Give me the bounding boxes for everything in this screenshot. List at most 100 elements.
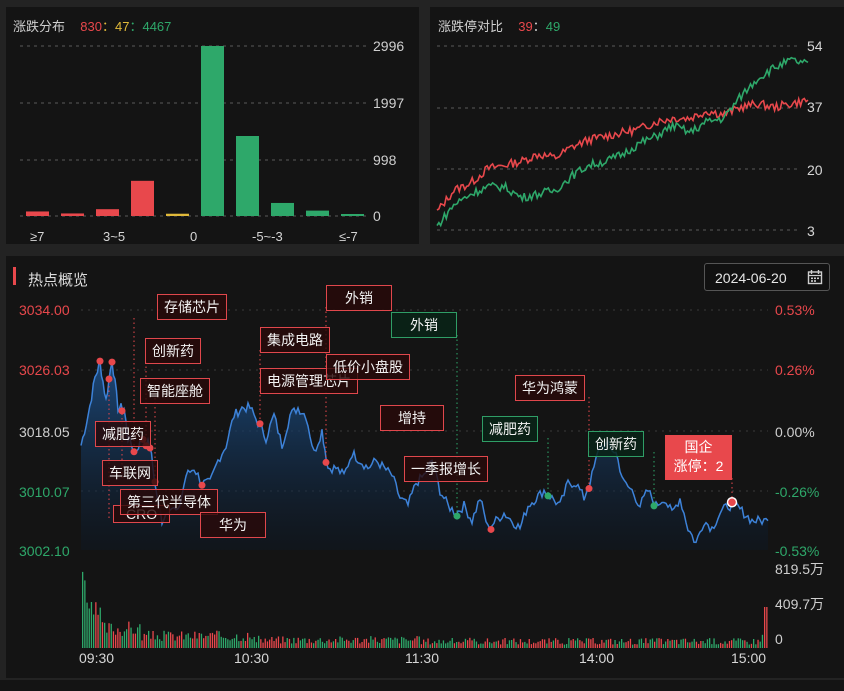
volume-bar [236,634,238,648]
date-picker[interactable]: 2024-06-20 [704,263,830,291]
volume-bar [698,643,700,648]
hotspot-tag[interactable]: 华为 [200,512,266,538]
hotspot-tag[interactable]: 外销 [326,285,392,311]
volume-bar [572,639,574,648]
hotspot-tag[interactable]: 集成电路 [260,327,330,353]
hotspot-tag[interactable]: 车联网 [102,460,158,486]
volume-bar [101,622,104,648]
dist-ytick: 998 [373,152,397,168]
volume-bar [654,641,656,648]
volume-bar [695,641,698,648]
volume-bar [511,640,513,648]
volume-bar [614,640,616,648]
volume-bar [205,635,207,648]
right-axis-label: 0.53% [775,302,815,318]
compare-ytick: 20 [807,162,823,178]
volume-bar [689,642,691,648]
right-axis-label: 0.00% [775,424,815,440]
volume-bar [187,633,189,648]
volume-bar [541,639,544,648]
volume-bar [625,642,627,648]
volume-bar [766,607,768,648]
volume-bar [291,643,293,648]
hotspot-tag[interactable]: 一季报增长 [404,456,488,482]
volume-bar [343,640,346,648]
volume-bar [673,640,676,648]
right-axis-label: -0.53% [775,543,820,559]
volume-bar [390,637,392,648]
hotspot-tag[interactable]: 减肥药 [482,416,538,442]
volume-bar [161,640,163,648]
volume-bar [141,640,143,648]
volume-bar [495,641,497,648]
dist-bar [341,214,364,216]
volume-bar [196,638,198,648]
volume-bar [299,640,302,648]
volume-bar [121,635,123,648]
sep: ： [129,19,143,34]
hotspot-tag[interactable]: 华为鸿蒙 [515,375,585,401]
volume-bar [414,638,416,648]
volume-bar [374,637,376,648]
volume-bar [684,638,687,648]
volume-bar [581,641,583,648]
volume-bar [319,638,321,648]
volume-bar [383,638,385,648]
volume-bar [755,644,757,648]
dist-bar [166,213,189,216]
volume-bar [436,643,438,648]
calendar-icon [807,270,823,285]
hotspot-tag[interactable]: 低价小盘股 [326,354,410,380]
volume-bar [548,638,550,648]
volume-bar [412,640,414,648]
volume-bar [533,642,535,648]
volume-bar [93,614,95,648]
volume-bar [106,632,108,648]
volume-bar [315,640,317,648]
volume-bar [722,643,724,648]
hotspot-tag[interactable]: 智能座舱 [140,378,210,404]
volume-bar [431,643,434,648]
right-axis-label: -0.26% [775,484,820,500]
volume-bar [647,643,649,648]
volume-bar [354,637,357,648]
hotspot-tag[interactable]: 存储芯片 [157,294,227,320]
volume-bar [370,636,372,648]
volume-bar [288,638,291,648]
volume-bar [467,640,469,648]
volume-bar [209,633,211,648]
dist-bar [96,209,119,216]
event-dot [585,485,593,493]
hotspot-tag[interactable]: 创新药 [145,338,201,364]
volume-bar [678,644,680,648]
hotspot-tag[interactable]: 外销 [391,312,457,338]
volume-bar [524,641,526,648]
volume-bar [583,643,585,648]
distribution-header: 涨跌分布 830：47：4467 [13,16,171,35]
hotspot-tag[interactable]: 减肥药 [95,421,151,447]
volume-bar [658,638,660,648]
dist-ytick: 2996 [373,38,405,54]
hotspot-tag[interactable]: 第三代半导体 [120,489,218,515]
hotspot-tag[interactable]: 增持 [380,405,444,431]
hotspot-tag[interactable]: 创新药 [588,431,644,457]
volume-bar [110,623,112,648]
volume-bar [308,638,310,648]
volume-bar [680,639,682,648]
down-count: 4467 [142,19,172,34]
volume-bar [385,638,387,648]
volume-bar [599,643,601,648]
volume-bar [478,644,480,648]
state-owned-callout[interactable]: 国企 涨停：2 [665,435,732,480]
volume-bar [759,641,761,648]
compare-header: 涨跌停对比 39：49 [438,16,560,35]
volume-bar [645,638,647,648]
volume-bar [266,641,269,648]
volume-bar [200,633,203,648]
volume-bar [227,639,229,648]
dist-ytick: 1997 [373,95,405,111]
volume-bar [618,641,621,648]
up-count: 830 [80,19,102,34]
volume-bar [706,639,709,648]
